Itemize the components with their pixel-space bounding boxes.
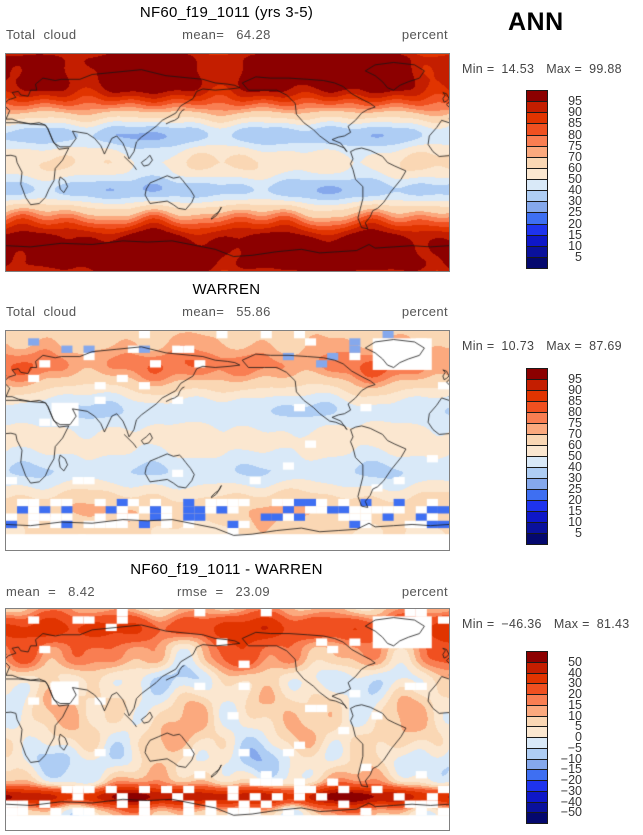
colorbar-tick-label: 5 [575,719,582,734]
colorbar-tick-label: −20 [560,773,582,787]
panel3-min-value: −46.36 [501,617,542,631]
panel3-mean-label: mean = [6,584,57,599]
panel1-minmax-row: Min = 14.53 Max = 99.88 [462,62,634,76]
panel1-max-label: Max = [546,62,583,76]
panel2-max-label: Max = [546,339,583,353]
colorbar-tick-label: 90 [568,383,582,397]
colorbar-tick-label: 80 [568,127,582,142]
colorbar-tick-label: −5 [567,740,582,755]
panel2-minmax-row: Min = 10.73 Max = 87.69 [462,339,634,353]
colorbar-tick-label: −10 [560,751,582,766]
panel1-mean: mean= 64.28 [0,27,453,42]
map-model-total-cloud [5,53,450,272]
colorbar-tick-label: −15 [560,762,582,777]
panel2-mean-label: mean= [182,304,225,319]
colorbar-panel3: 50 40 30 20 15 10 5 0 −5 −10 −15 −20 −30 −40 −50 [526,651,586,824]
colorbar-tick-label: 10 [568,238,582,253]
colorbar-tick-label: 75 [568,416,582,430]
colorbar-tick-label: 50 [568,449,582,463]
colorbar-tick-label: 20 [568,216,582,231]
colorbar-tick-label: 85 [568,116,582,131]
colorbar-tick-label: 40 [568,460,582,474]
colorbar-tick-label: 40 [568,665,582,680]
colorbar-panel2: 95 90 85 80 75 70 60 50 40 30 25 20 15 10 5 [526,368,586,545]
colorbar-segment [526,256,548,269]
panel3-units: percent [401,584,448,599]
map-obs-total-cloud [5,330,450,551]
colorbar-tick-label: 0 [575,730,582,744]
colorbar-tick-label: 5 [575,249,582,264]
colorbar-tick-label: 15 [568,227,582,242]
colorbar-tick-label: 90 [568,105,582,120]
panel2-max-value: 87.69 [589,339,622,353]
colorbar-tick-label: −40 [560,794,582,809]
panel3-minmax-row: Min = −46.36 Max = 81.43 [462,617,641,631]
colorbar-tick-label: 10 [568,708,582,723]
colorbar-tick-label: 70 [568,149,582,164]
colorbar-tick-label: 20 [568,493,582,507]
panel3-rmse: rmse = 23.09 [177,584,270,599]
panel2-mean-value: 55.86 [236,304,271,319]
panel1-min-value: 14.53 [501,62,535,76]
colorbar-tick-label: 30 [568,194,582,209]
colorbar-tick-label: 95 [568,94,582,109]
colorbar-tick-label: 30 [568,676,582,691]
panel2-title: WARREN [192,281,261,298]
colorbar-tick-label: 30 [568,471,582,485]
colorbar-tick-label: 15 [568,697,582,712]
colorbar-tick-label: 15 [568,504,582,518]
panel3-mean-value: 8.42 [68,584,96,599]
panel1-units: percent [401,27,448,42]
panel3-rmse-value: 23.09 [235,584,271,599]
colorbar-tick-label: 75 [568,138,582,153]
colorbar-tick-label: 25 [568,205,582,220]
colorbar-tick-label: 70 [568,427,582,441]
colorbar-tick-label: 95 [568,372,582,386]
colorbar-tick-label: 60 [568,438,582,452]
colorbar-tick-label: 60 [568,160,582,175]
colorbar-tick-label: 85 [568,394,582,408]
panel2-mean: mean= 55.86 [0,304,453,319]
colorbar-tick-label: 40 [568,183,582,198]
colorbar-tick-label: 25 [568,482,582,496]
panel3-rmse-label: rmse = [177,584,224,599]
panel1-mean-label: mean= [182,27,225,42]
panel3-max-label: Max = [553,617,590,631]
panel1-title: NF60_f19_1011 (yrs 3-5) [139,4,314,21]
colorbar-tick-label: 20 [568,687,582,701]
colorbar-segment [526,533,548,545]
panel3-mean: mean = 8.42 [6,584,95,599]
colorbar-tick-label: 50 [568,654,582,669]
panel1-variable-label: Total cloud [6,27,77,42]
season-label: ANN [508,8,564,36]
panel3-title: NF60_f19_1011 - WARREN [130,561,323,578]
colorbar-tick-label: 50 [568,172,582,186]
panel2-min-value: 10.73 [501,339,535,353]
colorbar-tick-label: −50 [560,805,582,820]
panel1-mean-value: 64.28 [236,27,271,42]
colorbar-tick-label: 10 [568,515,582,529]
colorbar-panel1: 95 90 85 80 75 70 60 50 40 30 25 20 15 10 5 [526,90,586,269]
panel1-min-label: Min = [462,62,495,76]
panel3-min-label: Min = [462,617,495,631]
map-difference-total-cloud [5,608,450,831]
panel3-max-value: 81.43 [596,617,630,631]
panel2-units: percent [401,304,448,319]
colorbar-tick-label: −30 [560,783,582,798]
panel2-variable-label: Total cloud [6,304,77,319]
colorbar-tick-label: 80 [568,405,582,419]
panel2-min-label: Min = [462,339,495,353]
colorbar-segment [526,812,548,824]
panel1-max-value: 99.88 [589,62,622,76]
colorbar-tick-label: 5 [575,526,582,540]
